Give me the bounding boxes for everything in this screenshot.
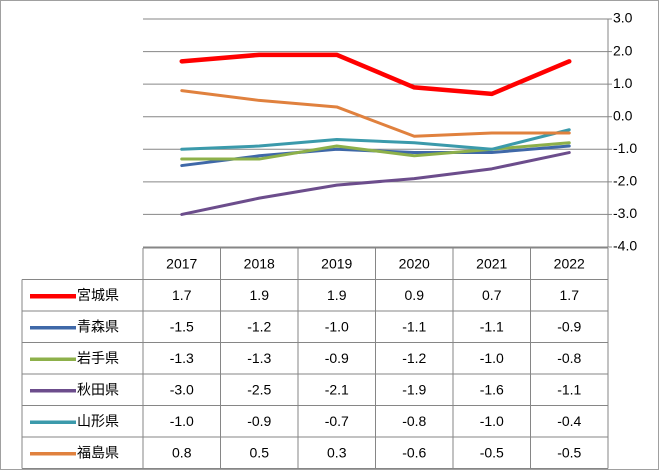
data-label: -1.0 [480, 350, 504, 366]
data-label: -0.5 [480, 444, 504, 460]
data-label: 1.9 [327, 287, 347, 303]
y-tick-label: -1.0 [613, 140, 637, 156]
y-tick-label: -2.0 [613, 173, 637, 189]
legend-label: 山形県 [77, 413, 119, 429]
y-tick-label: 2.0 [613, 42, 633, 58]
data-label: -1.1 [557, 381, 581, 397]
data-label: -0.7 [325, 413, 349, 429]
data-label: -1.0 [170, 413, 194, 429]
y-tick-label: 3.0 [613, 10, 633, 26]
data-label: -1.2 [402, 350, 426, 366]
legend-label: 岩手県 [77, 350, 119, 366]
data-label: -1.3 [170, 350, 194, 366]
legend-label: 秋田県 [77, 381, 119, 397]
data-label: 1.7 [172, 287, 192, 303]
x-tick-label: 2021 [476, 255, 507, 271]
data-label: -1.0 [480, 413, 504, 429]
data-label: -1.6 [480, 381, 504, 397]
data-label: -0.8 [402, 413, 426, 429]
data-label: -1.5 [170, 318, 194, 334]
y-tick-label: 0.0 [613, 107, 633, 123]
series-line [180, 141, 571, 161]
data-label: -0.4 [557, 413, 581, 429]
series-line [180, 89, 571, 138]
data-label: 0.5 [250, 444, 270, 460]
data-label: 0.9 [405, 287, 425, 303]
data-label: -1.1 [402, 318, 426, 334]
x-tick-label: 2019 [321, 255, 352, 271]
data-label: -2.5 [247, 381, 271, 397]
data-label: -0.9 [325, 350, 349, 366]
y-tick-label: -3.0 [613, 205, 637, 221]
y-tick-label: -4.0 [613, 238, 637, 254]
data-label: -1.1 [480, 318, 504, 334]
data-label: 0.8 [172, 444, 192, 460]
legend-label: 青森県 [77, 318, 119, 334]
x-tick-label: 2018 [244, 255, 275, 271]
legend-label: 宮城県 [77, 287, 119, 303]
series-line [179, 52, 572, 97]
data-label: -3.0 [170, 381, 194, 397]
data-label: -1.3 [247, 350, 271, 366]
y-tick-label: 1.0 [613, 75, 633, 91]
x-tick-label: 2017 [166, 255, 197, 271]
data-label: 1.9 [250, 287, 270, 303]
data-label: 0.7 [482, 287, 502, 303]
data-label: -2.1 [325, 381, 349, 397]
series-line [180, 151, 571, 216]
data-label: -1.0 [325, 318, 349, 334]
x-tick-label: 2022 [554, 255, 585, 271]
x-tick-label: 2020 [399, 255, 430, 271]
data-label: 0.3 [327, 444, 347, 460]
legend-label: 福島県 [77, 444, 119, 460]
data-label: -0.8 [557, 350, 581, 366]
data-label: -0.9 [247, 413, 271, 429]
data-label: -0.9 [557, 318, 581, 334]
data-label: 1.7 [560, 287, 580, 303]
data-label: -1.2 [247, 318, 271, 334]
data-label: -0.5 [557, 444, 581, 460]
data-label: -1.9 [402, 381, 426, 397]
data-label: -0.6 [402, 444, 426, 460]
series-line [180, 128, 571, 151]
